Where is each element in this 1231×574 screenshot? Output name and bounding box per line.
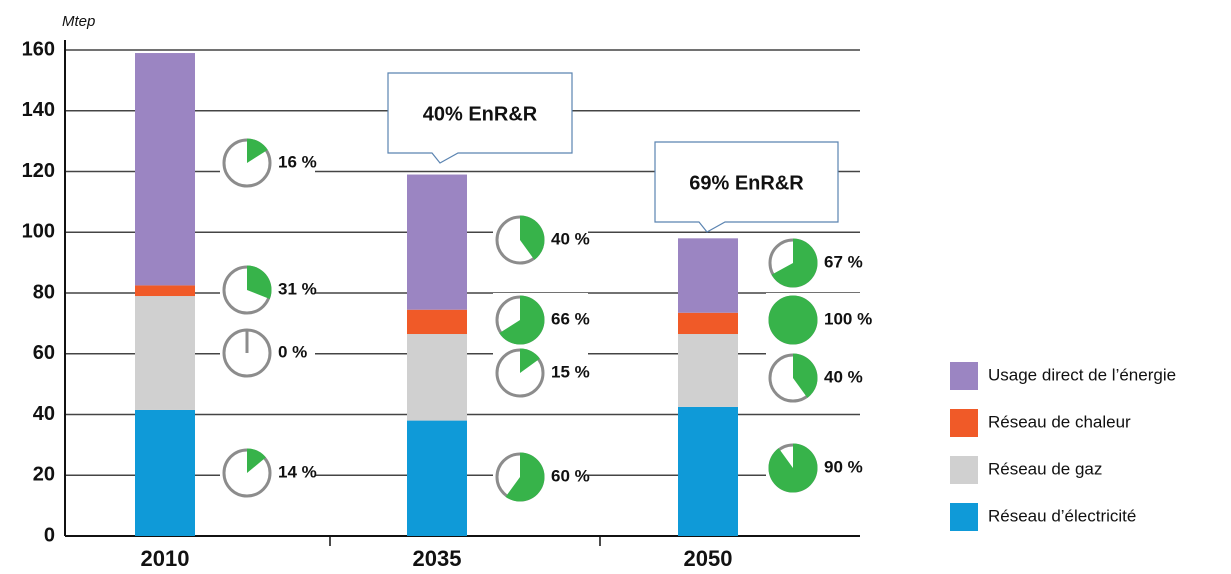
- legend-swatch: [950, 409, 978, 437]
- bar-segment: [407, 309, 467, 335]
- bar-segment: [407, 420, 467, 536]
- pie-wedge: [505, 452, 545, 502]
- legend-swatch: [950, 503, 978, 531]
- share-label: 60 %: [551, 466, 590, 485]
- callout-box: [654, 141, 839, 233]
- share-label: 15 %: [551, 362, 590, 381]
- legend-swatch: [950, 456, 978, 484]
- share-label: 66 %: [551, 309, 590, 328]
- share-label: 14 %: [278, 462, 317, 481]
- pie-wedge: [771, 238, 818, 288]
- pie-wedge: [499, 295, 545, 345]
- bar-segment: [678, 406, 738, 536]
- bar-segment: [678, 334, 738, 407]
- pie-wedge: [793, 353, 818, 398]
- bar-segment: [678, 312, 738, 335]
- bar-segment: [135, 53, 195, 286]
- pie-wedge: [520, 348, 540, 373]
- y-tick-label: 0: [44, 524, 55, 546]
- bar-segment: [135, 296, 195, 410]
- bar-segment: [678, 238, 738, 313]
- share-label: 100 %: [824, 309, 872, 328]
- share-label: 67 %: [824, 252, 863, 271]
- share-label: 40 %: [824, 367, 863, 386]
- y-tick-label: 80: [33, 281, 55, 303]
- annotation: 40% EnR&R: [423, 103, 538, 125]
- x-tick-label: 2035: [413, 546, 462, 571]
- y-tick-label: 100: [22, 221, 55, 243]
- pie-wedge: [768, 295, 818, 345]
- y-tick-label: 20: [33, 464, 55, 486]
- share-label: 40 %: [551, 229, 590, 248]
- bar-segment: [407, 174, 467, 310]
- y-axis-label: Mtep: [62, 13, 95, 30]
- legend-label: Réseau de chaleur: [988, 412, 1131, 431]
- legend-label: Usage direct de l’énergie: [988, 365, 1176, 384]
- legend-label: Réseau de gaz: [988, 459, 1102, 478]
- x-tick-label: 2010: [141, 546, 190, 571]
- y-tick-label: 60: [33, 342, 55, 364]
- pie-wedge: [247, 138, 268, 163]
- annotation: 69% EnR&R: [689, 172, 804, 194]
- bar-segment: [135, 285, 195, 297]
- bar-segment: [407, 334, 467, 421]
- legend-label: Réseau d’électricité: [988, 506, 1136, 525]
- share-label: 90 %: [824, 457, 863, 476]
- pie-wedge: [247, 265, 272, 300]
- share-label: 31 %: [278, 279, 317, 298]
- x-tick-label: 2050: [684, 546, 733, 571]
- pie-wedge: [520, 215, 545, 260]
- legend-swatch: [950, 362, 978, 390]
- callout-box: [387, 72, 573, 164]
- bar-segment: [135, 409, 195, 536]
- pie-wedge: [768, 443, 818, 493]
- share-label: 16 %: [278, 152, 317, 171]
- share-label: 0 %: [278, 342, 307, 361]
- y-tick-label: 120: [22, 160, 55, 182]
- pie-wedge: [247, 448, 266, 473]
- y-tick-label: 140: [22, 99, 55, 121]
- y-tick-label: 40: [33, 403, 55, 425]
- y-tick-label: 160: [22, 38, 55, 60]
